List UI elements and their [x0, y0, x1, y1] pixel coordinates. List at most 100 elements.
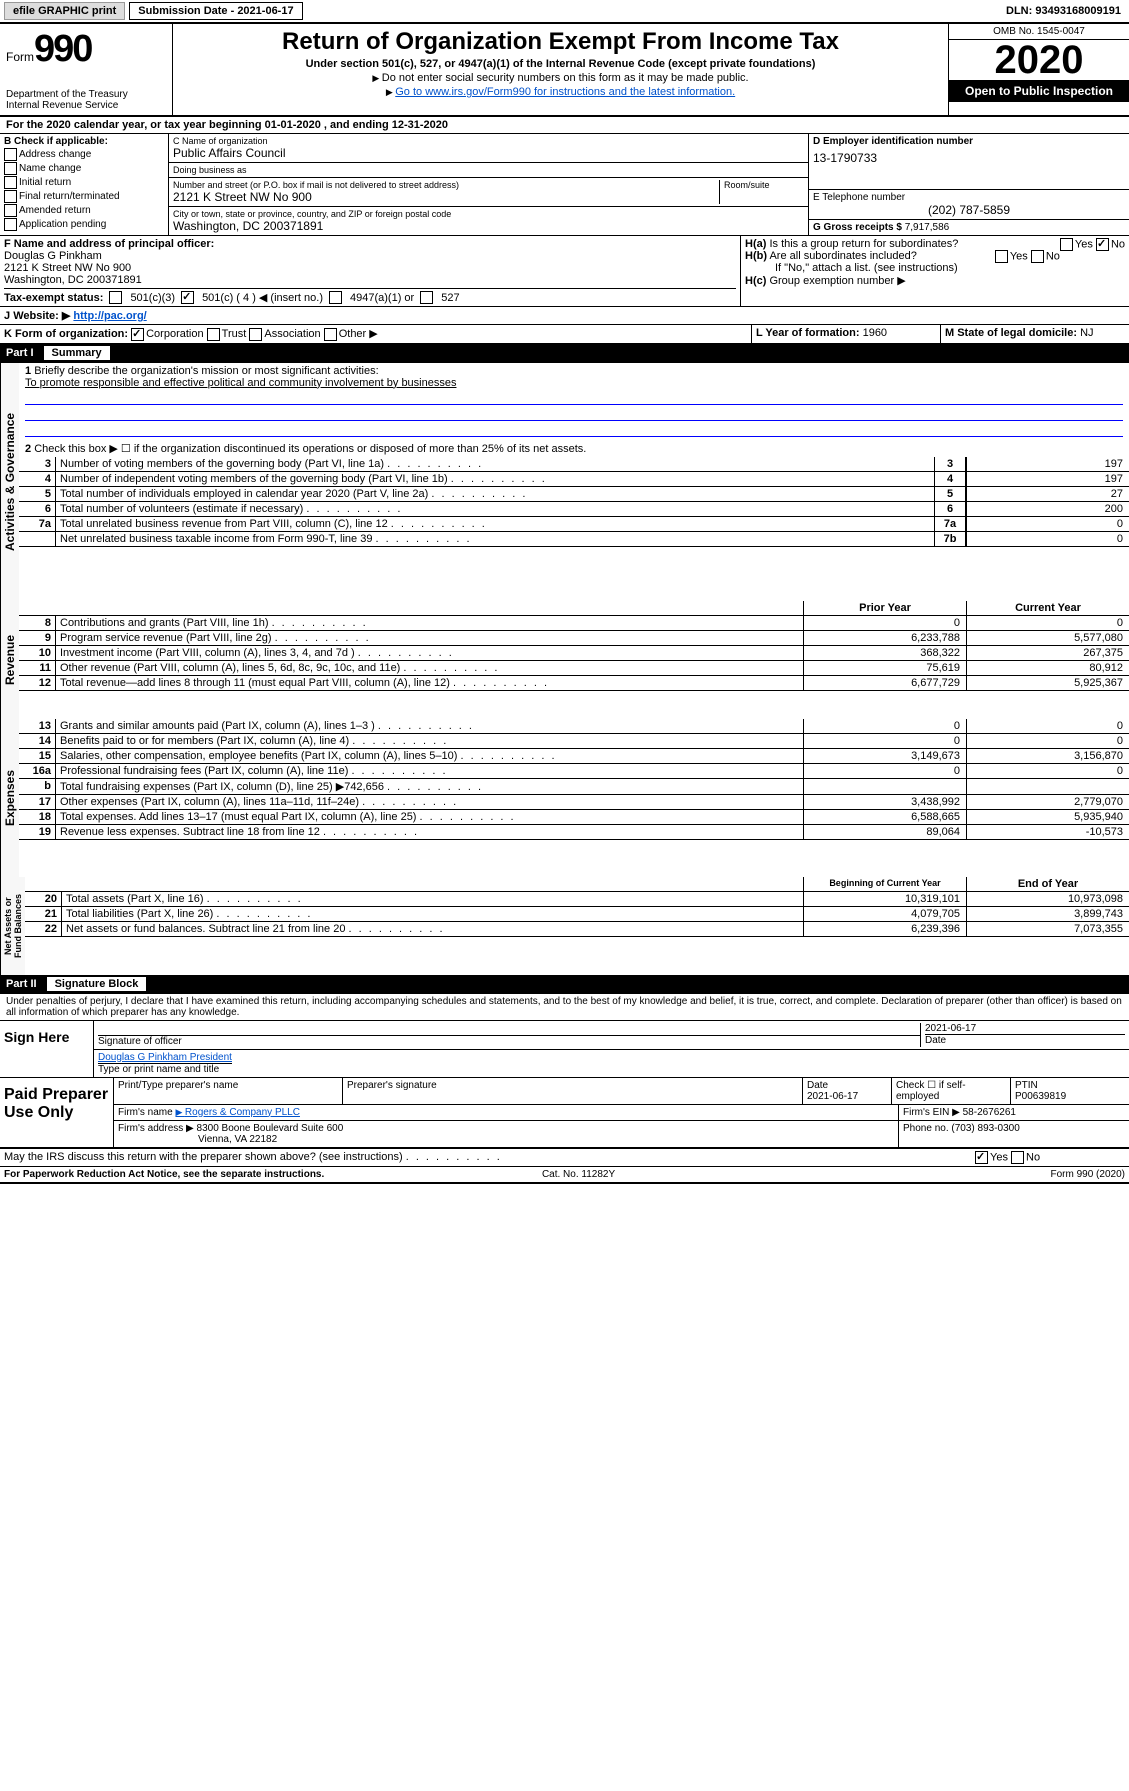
sig-date-label: Date [925, 1034, 1125, 1046]
table-row: 3Number of voting members of the governi… [19, 457, 1129, 472]
checkbox-assoc[interactable] [249, 328, 262, 341]
checkbox-ha-no[interactable] [1096, 238, 1109, 251]
part1-header: Part ISummary [0, 344, 1129, 363]
checkbox-amended[interactable] [4, 204, 17, 217]
prep-date: 2021-06-17 [807, 1091, 858, 1102]
checkbox-hb-no[interactable] [1031, 250, 1044, 263]
table-row: 18Total expenses. Add lines 13–17 (must … [19, 810, 1129, 825]
checkbox-final-return[interactable] [4, 190, 17, 203]
table-row: 19Revenue less expenses. Subtract line 1… [19, 825, 1129, 840]
phone-value: (202) 787-5859 [813, 203, 1125, 217]
table-row: 20Total assets (Part X, line 16) 10,319,… [25, 892, 1129, 907]
table-row: 17Other expenses (Part IX, column (A), l… [19, 795, 1129, 810]
column-c: C Name of organizationPublic Affairs Cou… [169, 134, 808, 235]
checkbox-discuss-no[interactable] [1011, 1151, 1024, 1164]
summary-revenue: Revenue Prior YearCurrent Year 8Contribu… [0, 601, 1129, 719]
foot-right: Form 990 (2020) [1050, 1169, 1124, 1180]
table-row: Net unrelated business taxable income fr… [19, 532, 1129, 547]
street-address: 2121 K Street NW No 900 [173, 190, 719, 204]
org-name: Public Affairs Council [173, 146, 804, 160]
col-prior-year: Prior Year [803, 601, 966, 615]
checkbox-corp[interactable] [131, 328, 144, 341]
city-value: Washington, DC 200371891 [173, 219, 804, 233]
name-title-label: Type or print name and title [98, 1063, 232, 1075]
subtitle-2: Do not enter social security numbers on … [179, 72, 942, 84]
dba-label: Doing business as [173, 165, 804, 175]
checkbox-address-change[interactable] [4, 148, 17, 161]
table-row: 13Grants and similar amounts paid (Part … [19, 719, 1129, 734]
ein-value: 13-1790733 [813, 151, 1125, 165]
checkbox-pending[interactable] [4, 218, 17, 231]
e-label: E Telephone number [813, 192, 1125, 203]
checkbox-hb-yes[interactable] [995, 250, 1008, 263]
hb-note: If "No," attach a list. (see instruction… [745, 262, 1125, 274]
f-label: F Name and address of principal officer: [4, 238, 736, 250]
year-formed: 1960 [863, 327, 887, 339]
checkbox-other[interactable] [324, 328, 337, 341]
table-row: 6Total number of volunteers (estimate if… [19, 502, 1129, 517]
q1-label: Briefly describe the organization's miss… [34, 365, 378, 377]
d-label: D Employer identification number [813, 136, 1125, 147]
summary-expenses: Expenses 13Grants and similar amounts pa… [0, 719, 1129, 877]
website-link[interactable]: http://pac.org/ [73, 310, 146, 322]
checkbox-trust[interactable] [207, 328, 220, 341]
mission-text: To promote responsible and effective pol… [25, 377, 456, 389]
form-number: 990 [34, 28, 91, 70]
table-row: 7aTotal unrelated business revenue from … [19, 517, 1129, 532]
sig-officer-label: Signature of officer [98, 1035, 920, 1047]
row-fh: F Name and address of principal officer:… [0, 236, 1129, 307]
g-label: G Gross receipts $ [813, 222, 902, 233]
table-row: 21Total liabilities (Part X, line 26) 4,… [25, 907, 1129, 922]
checkbox-501c[interactable] [181, 291, 194, 304]
part2-header: Part IISignature Block [0, 975, 1129, 994]
b-label: B Check if applicable: [4, 136, 164, 147]
prep-sig-label: Preparer's signature [343, 1078, 803, 1104]
dln: DLN: 93493168009191 [1002, 3, 1125, 19]
prep-name-label: Print/Type preparer's name [114, 1078, 343, 1104]
room-label: Room/suite [724, 180, 804, 190]
city-label: City or town, state or province, country… [173, 209, 804, 219]
form-header: Form990 Department of the Treasury Inter… [0, 24, 1129, 117]
firm-city: Vienna, VA 22182 [198, 1134, 277, 1145]
checkbox-discuss-yes[interactable] [975, 1151, 988, 1164]
efile-button[interactable]: efile GRAPHIC print [4, 2, 125, 20]
checkbox-ha-yes[interactable] [1060, 238, 1073, 251]
checkbox-527[interactable] [420, 291, 433, 304]
checkbox-4947[interactable] [329, 291, 342, 304]
vtab-activities: Activities & Governance [0, 363, 19, 601]
hc-text: Group exemption number ▶ [769, 275, 905, 287]
paid-preparer-block: Paid Preparer Use Only Print/Type prepar… [0, 1078, 1129, 1149]
col-beginning: Beginning of Current Year [803, 877, 966, 891]
i-label: Tax-exempt status: [4, 292, 103, 304]
col-end: End of Year [966, 877, 1129, 891]
self-employed-check[interactable]: Check ☐ if self-employed [892, 1078, 1011, 1104]
column-deg: D Employer identification number 13-17907… [808, 134, 1129, 235]
checkbox-name-change[interactable] [4, 162, 17, 175]
sign-here-block: Sign Here Signature of officer 2021-06-17… [0, 1021, 1129, 1078]
footer: For Paperwork Reduction Act Notice, see … [0, 1167, 1129, 1184]
subtitle-3: Go to www.irs.gov/Form990 for instructio… [179, 86, 942, 98]
table-row: 15Salaries, other compensation, employee… [19, 749, 1129, 764]
checkbox-501c3[interactable] [109, 291, 122, 304]
summary-activities: Activities & Governance 1 Briefly descri… [0, 363, 1129, 601]
checkbox-initial-return[interactable] [4, 176, 17, 189]
table-row: 10Investment income (Part VIII, column (… [19, 646, 1129, 661]
table-row: 5Total number of individuals employed in… [19, 487, 1129, 502]
open-inspection: Open to Public Inspection [949, 80, 1129, 102]
domicile: NJ [1080, 327, 1093, 339]
sig-date: 2021-06-17 [925, 1023, 1125, 1034]
addr-label: Number and street (or P.O. box if mail i… [173, 180, 719, 190]
column-b: B Check if applicable: Address change Na… [0, 134, 169, 235]
foot-left: For Paperwork Reduction Act Notice, see … [4, 1169, 324, 1180]
form-title: Return of Organization Exempt From Incom… [179, 28, 942, 56]
table-row: 16aProfessional fundraising fees (Part I… [19, 764, 1129, 779]
dept-label: Department of the Treasury Internal Reve… [6, 89, 166, 111]
officer-name: Douglas G Pinkham [4, 250, 736, 262]
perjury-text: Under penalties of perjury, I declare th… [0, 994, 1129, 1021]
irs-link[interactable]: Go to www.irs.gov/Form990 for instructio… [395, 86, 735, 98]
vtab-netassets: Net Assets orFund Balances [0, 877, 25, 975]
q2-text: Check this box ▶ ☐ if the organization d… [34, 443, 586, 455]
sign-here-label: Sign Here [0, 1021, 94, 1077]
row-klm: K Form of organization: Corporation Trus… [0, 325, 1129, 344]
submission-date: Submission Date - 2021-06-17 [129, 2, 302, 20]
